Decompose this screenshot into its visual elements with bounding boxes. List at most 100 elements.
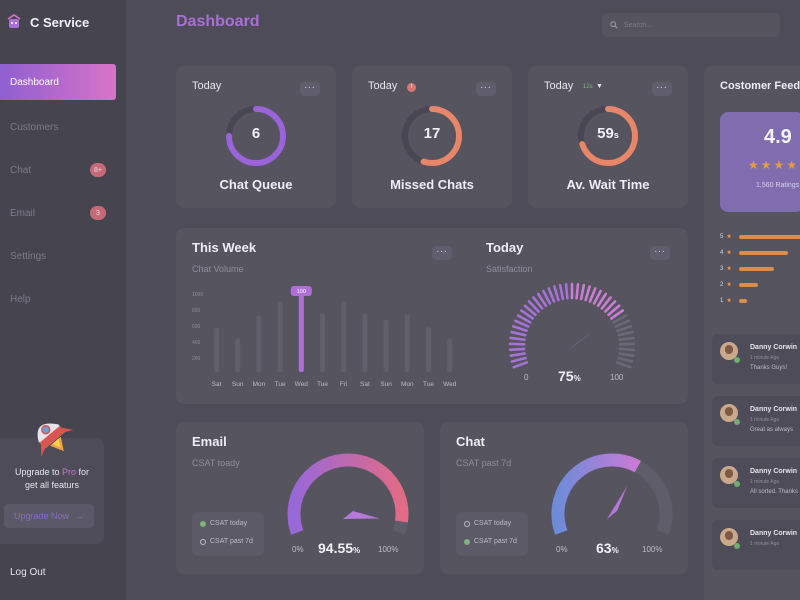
- x-tick-label: Mon: [401, 381, 414, 388]
- online-status-dot: [734, 357, 740, 363]
- app-name: C Service: [30, 14, 90, 30]
- bar: [426, 327, 431, 372]
- x-tick-label: Tue: [317, 381, 328, 388]
- legend-item[interactable]: CSAT past 7d: [200, 538, 253, 545]
- value-number: 63: [596, 540, 612, 556]
- review-text: Great as always: [750, 427, 794, 433]
- rating-row: 3 ★: [720, 265, 774, 272]
- wait-time-value: 59s: [576, 125, 640, 142]
- sidebar-item-label: Email: [10, 207, 36, 219]
- feedback-score-card: 4.9 ★★★★★ 1,560 Ratings: [720, 112, 800, 212]
- y-tick-label: 600: [192, 324, 201, 330]
- x-tick-label: Wed: [295, 381, 309, 388]
- legend-label: CSAT today: [210, 520, 248, 527]
- rating-star-number: 5: [720, 233, 724, 240]
- review-time: 1 minute Ago: [750, 355, 780, 361]
- week-title: This Week: [192, 240, 257, 255]
- legend-dot: [200, 538, 206, 545]
- card-period: Today: [368, 80, 398, 92]
- missed-chats-card: Today ! ... 17 Missed Chats: [352, 66, 512, 208]
- review-item[interactable]: Danny Corwin 1 minute Ago: [712, 520, 800, 570]
- sidebar-item-label: Customers: [10, 121, 59, 133]
- gauge-tick: [553, 285, 560, 302]
- bar: [256, 316, 262, 372]
- x-tick-label: Sat: [360, 381, 370, 388]
- gauge-tick: [617, 356, 634, 363]
- email-title: Email: [192, 434, 227, 449]
- gauge-tick: [604, 300, 617, 313]
- star-icon: ★: [726, 282, 732, 288]
- missed-chats-value: 17: [400, 125, 464, 142]
- page-title: Dashboard: [176, 13, 260, 30]
- search-input[interactable]: [624, 21, 764, 29]
- sidebar-item-settings[interactable]: Settings: [0, 238, 116, 274]
- legend-item[interactable]: CSAT today: [200, 520, 247, 527]
- gauge-tick: [514, 319, 530, 328]
- email-legend: CSAT today CSAT past 7d: [192, 512, 264, 556]
- x-tick-label: Mon: [253, 381, 266, 388]
- chat-queue-label: Chat Queue: [219, 177, 293, 192]
- rating-row: 4 ★: [720, 249, 788, 256]
- value-unit: s: [613, 130, 619, 140]
- sidebar-item-label: Dashboard: [10, 76, 59, 88]
- satisfaction-title: Today: [486, 240, 524, 255]
- star-icon: ★: [726, 250, 732, 256]
- sidebar-item-dashboard[interactable]: Dashboard: [0, 64, 116, 100]
- review-item[interactable]: Danny Corwin 1 minute Ago Thanks Guys!: [712, 334, 800, 384]
- wait-time-label: Av. Wait Time: [566, 177, 650, 192]
- more-icon[interactable]: ...: [476, 81, 496, 96]
- sidebar-item-chat[interactable]: Chat 8+: [0, 152, 116, 188]
- value-number: 94.55: [318, 540, 354, 556]
- rating-star-number: 2: [720, 281, 724, 288]
- value-unit: %: [573, 374, 581, 383]
- rating-bar: [738, 234, 800, 239]
- upgrade-now-button[interactable]: Upgrade Now →: [4, 504, 94, 528]
- gauge-tick: [547, 287, 556, 303]
- gauge-fill: [551, 453, 641, 535]
- more-icon[interactable]: ...: [650, 245, 670, 260]
- more-icon[interactable]: ...: [300, 81, 320, 96]
- gauge-tick: [607, 304, 621, 317]
- rating-row: 2 ★: [720, 281, 759, 288]
- review-time: 1 minute Ago: [750, 417, 780, 423]
- bar: [362, 313, 368, 372]
- review-time: 1 minute Ago: [750, 479, 780, 485]
- legend-item[interactable]: CSAT past 7d: [464, 538, 517, 545]
- review-item[interactable]: Danny Corwin 1 minute Ago All sorted. Than…: [712, 458, 800, 508]
- review-text: Thanks Guys!: [750, 365, 788, 371]
- gauge-tick: [618, 352, 635, 357]
- rating-bar: [738, 282, 759, 287]
- more-icon[interactable]: ...: [652, 81, 672, 96]
- gauge-tick: [579, 283, 586, 301]
- more-icon[interactable]: ...: [432, 245, 452, 260]
- x-tick-label: Sat: [212, 381, 222, 388]
- sidebar-item-help[interactable]: Help: [0, 281, 116, 317]
- y-tick-label: 200: [192, 356, 201, 362]
- upgrade-text: Upgrade to Pro for get all featurs: [0, 466, 104, 492]
- gauge-tick: [618, 347, 636, 352]
- review-item[interactable]: Danny Corwin 1 minute Ago Great as always: [712, 396, 800, 446]
- y-tick-label: 400: [192, 340, 201, 346]
- app-logo[interactable]: C Service: [6, 14, 89, 30]
- avatar: [720, 342, 738, 360]
- review-text: All sorted. Thanks: [750, 489, 798, 495]
- bar: [320, 313, 325, 372]
- logout-link[interactable]: Log Out: [10, 567, 46, 578]
- x-tick-label: Fri: [340, 381, 348, 388]
- gauge-tick: [542, 289, 552, 305]
- y-tick-label: 1000: [192, 292, 203, 298]
- avatar: [720, 466, 738, 484]
- sidebar-item-customers[interactable]: Customers: [0, 109, 116, 145]
- chat-queue-card: Today ... 6 Chat Queue: [176, 66, 336, 208]
- alert-badge: !: [407, 83, 416, 92]
- legend-dot: [464, 538, 470, 545]
- sidebar-item-email[interactable]: Email 3: [0, 195, 116, 231]
- satisfaction-subtitle: Satisfaction: [486, 264, 533, 274]
- legend-item[interactable]: CSAT today: [464, 520, 511, 527]
- sidebar-item-label: Help: [10, 293, 31, 305]
- gauge-tick: [536, 292, 548, 308]
- weekly-overview-card: This Week Chat Volume ... 1000 800 600 400 2…: [176, 228, 688, 404]
- search-box[interactable]: [602, 13, 780, 37]
- search-icon: [610, 21, 618, 29]
- x-tick-label: Sun: [380, 381, 392, 388]
